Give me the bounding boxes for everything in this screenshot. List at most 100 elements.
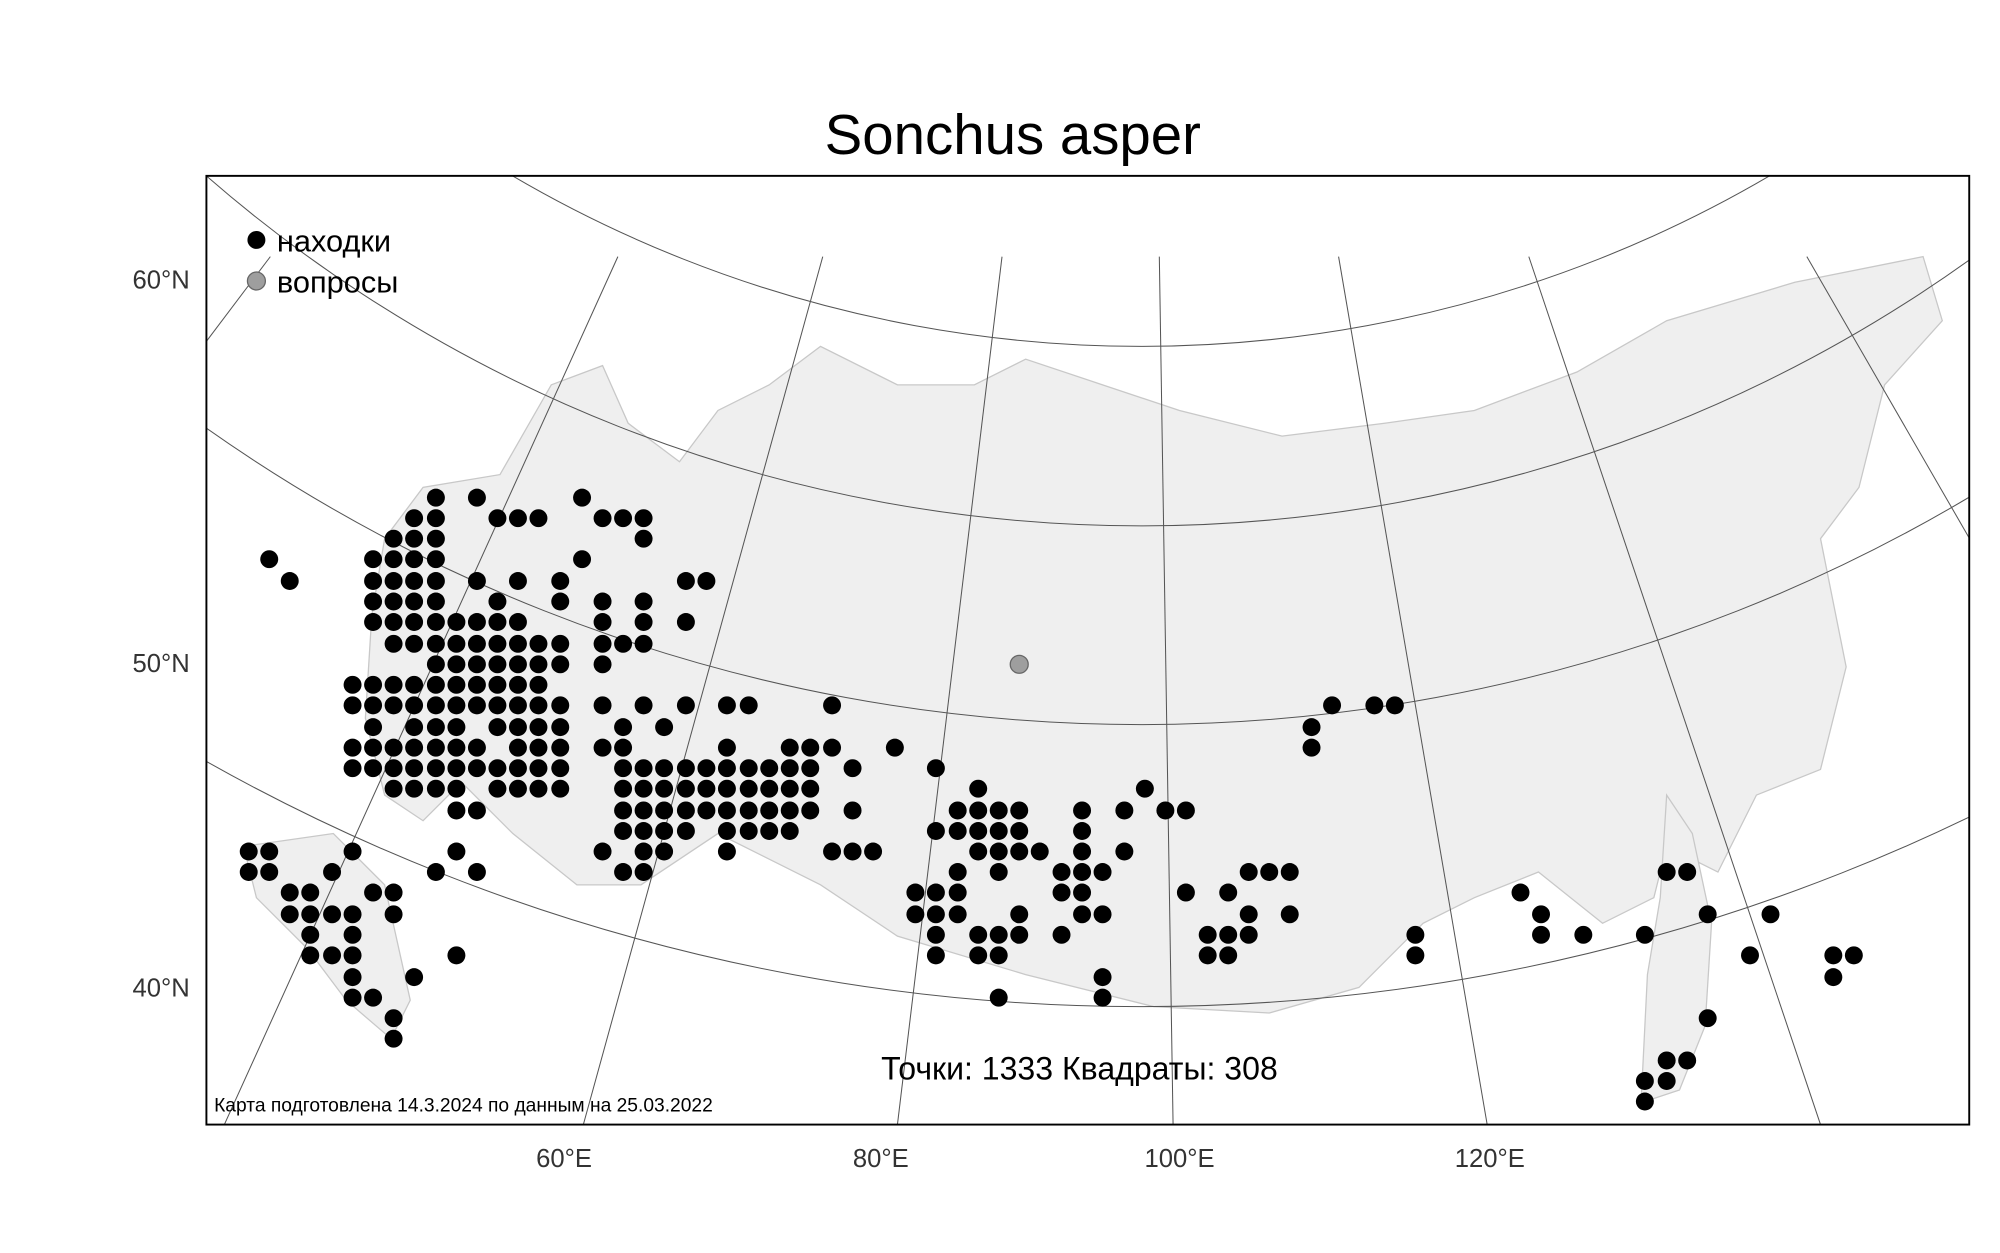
find-marker (384, 634, 403, 653)
find-marker (1511, 883, 1530, 902)
find-marker (614, 759, 633, 778)
find-marker (467, 572, 486, 590)
find-marker (717, 842, 736, 861)
find-marker (676, 613, 695, 631)
find-marker (676, 779, 695, 798)
find-marker (780, 738, 799, 757)
find-marker (1532, 925, 1550, 944)
find-marker (697, 779, 716, 798)
find-marker (823, 842, 842, 861)
find-marker (508, 675, 527, 694)
find-marker (488, 592, 507, 611)
find-marker (989, 842, 1008, 861)
find-marker (488, 509, 507, 528)
find-marker (551, 696, 570, 715)
find-marker (529, 509, 548, 528)
find-marker (1532, 905, 1550, 924)
find-marker (676, 696, 695, 715)
find-marker (969, 946, 988, 965)
find-marker (343, 968, 362, 987)
find-marker (447, 655, 466, 674)
find-marker (551, 738, 570, 757)
find-marker (508, 613, 527, 631)
find-marker (488, 696, 507, 715)
find-marker (1406, 946, 1425, 965)
find-marker (1010, 842, 1029, 861)
find-marker (948, 883, 967, 902)
find-marker (447, 738, 466, 757)
find-marker (1761, 905, 1780, 924)
find-marker (301, 925, 320, 944)
find-marker (384, 529, 403, 548)
meridian-line (1806, 256, 1970, 540)
find-marker (508, 718, 527, 737)
find-marker (508, 655, 527, 674)
find-marker (614, 822, 633, 840)
find-marker (634, 509, 653, 528)
find-marker (529, 655, 548, 674)
find-marker (906, 883, 925, 902)
find-marker (634, 842, 653, 861)
find-marker (948, 863, 967, 881)
find-marker (364, 988, 383, 1007)
find-marker (551, 718, 570, 737)
find-marker (364, 759, 383, 778)
legend-question-label: вопросы (277, 265, 398, 300)
find-marker (926, 883, 945, 902)
find-marker (405, 759, 424, 778)
find-marker (280, 905, 299, 924)
find-marker (1824, 946, 1843, 965)
find-marker (447, 613, 466, 631)
find-marker (1010, 905, 1029, 924)
find-marker (614, 801, 633, 820)
find-marker (989, 988, 1008, 1007)
map-title: Sonchus asper (825, 103, 1201, 166)
find-marker (343, 738, 362, 757)
find-marker (989, 801, 1008, 820)
find-marker (573, 550, 592, 569)
find-marker (655, 759, 674, 778)
find-marker (426, 779, 445, 798)
find-marker (655, 842, 674, 861)
find-marker (1406, 925, 1425, 944)
find-marker (801, 759, 820, 778)
find-marker (864, 842, 883, 861)
find-marker (780, 759, 799, 778)
find-marker (301, 946, 320, 965)
find-marker (1010, 822, 1029, 840)
find-marker (1219, 946, 1238, 965)
lon-label-120: 120°E (1455, 1145, 1525, 1173)
find-marker (634, 801, 653, 820)
parallel-line (206, 175, 1970, 526)
map-frame (205, 174, 1971, 1126)
find-marker (634, 592, 653, 611)
find-marker (529, 634, 548, 653)
find-marker (364, 592, 383, 611)
find-marker (697, 759, 716, 778)
lat-label-40: 40°N (132, 974, 189, 1002)
find-marker (760, 822, 779, 840)
find-marker (760, 759, 779, 778)
find-marker (260, 550, 279, 569)
find-marker (969, 842, 988, 861)
find-marker (614, 509, 633, 528)
find-marker (1093, 968, 1112, 987)
find-marker (1219, 883, 1238, 902)
find-marker (426, 613, 445, 631)
find-marker (384, 572, 403, 590)
find-marker (551, 634, 570, 653)
find-marker (447, 696, 466, 715)
find-marker (426, 696, 445, 715)
land-russia (364, 255, 1944, 1014)
find-marker (1657, 1051, 1676, 1070)
footer-note: Карта подготовлена 14.3.2024 по данным н… (214, 1096, 713, 1117)
find-marker (739, 759, 758, 778)
find-marker (739, 801, 758, 820)
find-marker (364, 718, 383, 737)
find-marker (1657, 1072, 1676, 1090)
lon-label-60: 60°E (536, 1145, 592, 1173)
find-marker (488, 634, 507, 653)
find-marker (551, 655, 570, 674)
find-marker (948, 905, 967, 924)
find-marker (1635, 1092, 1654, 1111)
